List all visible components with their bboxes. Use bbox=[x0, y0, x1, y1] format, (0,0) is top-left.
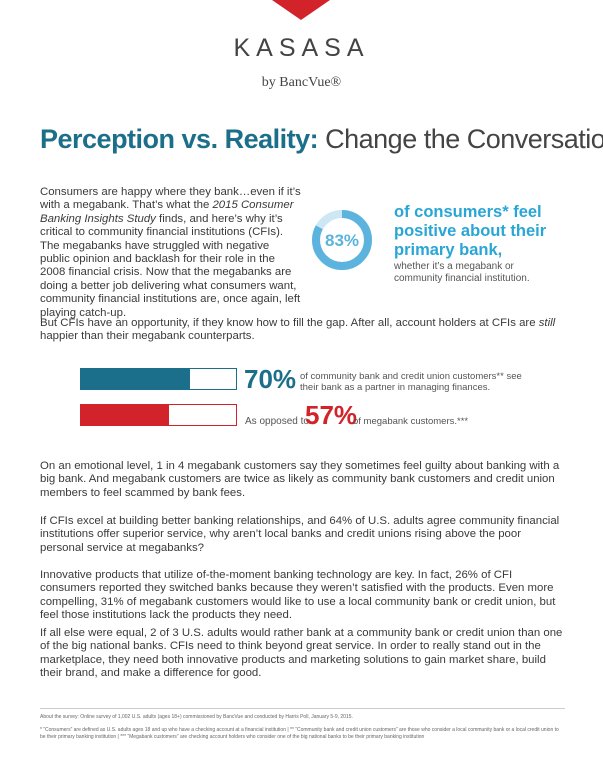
paragraph: If all else were equal, 2 of 3 U.S. adul… bbox=[40, 627, 563, 680]
divider bbox=[40, 708, 565, 709]
bar bbox=[81, 405, 170, 425]
footnote: * “Consumers” are defined as U.S. adults… bbox=[40, 727, 559, 740]
bar bbox=[81, 369, 190, 389]
brand: KASASA bbox=[233, 34, 370, 62]
title-light: Change the Conversation bbox=[325, 124, 603, 154]
bar-frame bbox=[80, 368, 237, 390]
callout-sub: whether it’s a megabank or community fin… bbox=[394, 261, 530, 284]
bar-text: of megabank customers.*** bbox=[353, 416, 469, 427]
opportunity: But CFIs have an opportunity, if they kn… bbox=[40, 317, 560, 344]
bar-frame bbox=[80, 404, 237, 426]
italic: 2015 Consumer Banking Insights Study bbox=[40, 199, 294, 225]
text: But CFIs have an opportunity, if they kn… bbox=[40, 317, 539, 329]
bar-label: 57% bbox=[305, 400, 358, 430]
title: Perception vs. Reality: Change the Conve… bbox=[40, 124, 603, 155]
callout-headline: of consumers* feel positive about their … bbox=[394, 203, 547, 259]
donut: 83% bbox=[312, 210, 372, 270]
bar-label: 70% bbox=[244, 364, 297, 394]
donut-label: 83% bbox=[325, 231, 359, 250]
paragraph: On an emotional level, 1 in 4 megabank c… bbox=[40, 460, 560, 499]
intro: Consumers are happy where they bank…even… bbox=[40, 186, 302, 320]
text: Consumers are happy where they bank…even… bbox=[40, 186, 301, 212]
paragraph: If CFIs excel at building better banking… bbox=[40, 515, 560, 554]
paragraph: Innovative products that utilize of-the-… bbox=[40, 569, 556, 622]
italic: still bbox=[538, 317, 556, 329]
title-bold: Perception vs. Reality: bbox=[40, 124, 319, 154]
text: happier than their megabank counterparts… bbox=[40, 330, 255, 343]
footnote: About the survey: Online survey of 1,002… bbox=[40, 714, 353, 720]
bar-prefix: As opposed to bbox=[245, 416, 309, 427]
bar-text: of community bank and credit union custo… bbox=[300, 371, 522, 393]
donut-arc bbox=[312, 210, 372, 270]
text: finds, and here’s why it’s critical to c… bbox=[40, 212, 301, 319]
byline: by BancVue® bbox=[261, 75, 342, 90]
logo-triangle bbox=[272, 0, 330, 20]
